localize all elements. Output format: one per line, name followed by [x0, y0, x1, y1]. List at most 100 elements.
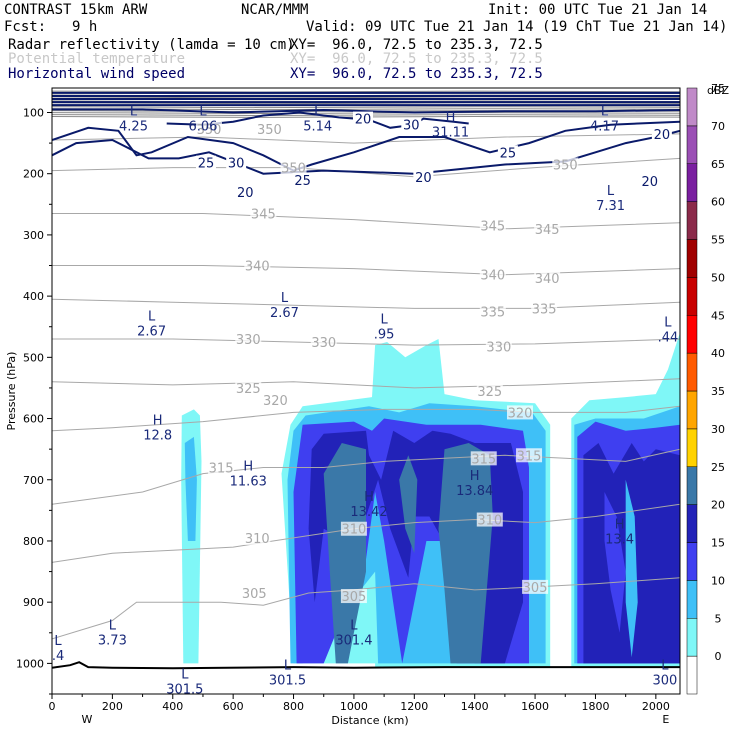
- low-marker: L: [109, 619, 117, 634]
- wind-label: 25: [294, 174, 311, 189]
- wind-label-bg: [226, 155, 247, 170]
- x-tick-label: 0: [49, 700, 56, 713]
- wind-label-bg: [401, 117, 422, 132]
- wind-label: 20: [654, 128, 671, 143]
- theta-label: 315: [209, 462, 234, 477]
- terrain-line: [52, 661, 680, 670]
- theta-335: [52, 298, 680, 309]
- theta-355: [52, 133, 680, 144]
- x-tick-label: 1200: [400, 700, 428, 713]
- theta-label: 310: [342, 523, 367, 538]
- colorbar-segment: [686, 542, 698, 581]
- low-marker: L: [380, 313, 388, 328]
- extremum-value: 301.5: [269, 674, 306, 689]
- theta-label-bg: [256, 122, 283, 137]
- theta-label-bg: [506, 405, 533, 420]
- theta-label-bg: [250, 206, 277, 221]
- extremum-value: .95: [374, 328, 395, 343]
- low-marker: L: [54, 634, 62, 649]
- y-tick-label: 600: [23, 413, 44, 426]
- low-marker: L: [350, 619, 358, 634]
- refl-15-east-hole: [604, 492, 626, 633]
- colorbar-unit: dBZ: [707, 84, 730, 97]
- field1-name: Radar reflectivity (lamda = 10 cm): [8, 37, 295, 53]
- wind-label: 20: [237, 186, 254, 201]
- x-tick-label: 1600: [521, 700, 549, 713]
- theta-label: 345: [535, 223, 560, 238]
- extremum-value: 301.4: [335, 634, 372, 649]
- colorbar-segment: [686, 239, 698, 278]
- y-tick-label: 200: [23, 168, 44, 181]
- low-marker: L: [281, 291, 289, 306]
- wind-label: 20: [415, 171, 432, 186]
- theta-330: [52, 338, 680, 346]
- theta-label: 335: [480, 305, 505, 320]
- theta-label: 340: [535, 272, 560, 287]
- wind-label: 25: [198, 157, 215, 172]
- fcst-label: Fcst:: [4, 19, 47, 35]
- extremum-value: 301.5: [166, 683, 203, 698]
- theta-label: 350: [257, 123, 282, 138]
- theta-315: [52, 448, 680, 505]
- theta-label-bg: [340, 521, 367, 536]
- theta-label-bg: [534, 270, 561, 285]
- theta-label: 330: [311, 336, 336, 351]
- wind-20: [52, 129, 680, 175]
- x-end-label-west: W: [82, 713, 93, 726]
- theta-325: [52, 378, 680, 389]
- refl-25-main: [323, 443, 366, 664]
- wind-label-bg: [639, 174, 660, 189]
- y-tick-label: 800: [23, 535, 44, 548]
- theta-label: 320: [263, 394, 288, 409]
- theta-label-bg: [280, 160, 307, 175]
- init-time: Init: 00 UTC Tue 21 Jan 14: [488, 2, 708, 18]
- colorbar-label: 15: [711, 537, 725, 550]
- colorbar-segment: [686, 352, 698, 392]
- wind-label-bg: [497, 145, 518, 160]
- extremum-value: 4.25: [119, 120, 148, 135]
- extremum-value: 2.67: [137, 325, 166, 340]
- low-marker: L: [130, 105, 138, 120]
- theta-label-bg: [340, 589, 367, 604]
- high-marker: H: [364, 490, 374, 505]
- ground-line: [52, 661, 680, 670]
- theta-label: 340: [480, 269, 505, 284]
- refl-25-main3: [399, 455, 418, 554]
- colorbar-segment: [686, 277, 698, 316]
- theta-label: 350: [197, 123, 222, 138]
- theta-label: 330: [236, 333, 261, 348]
- colorbar-label: 20: [711, 499, 725, 512]
- extremum-value: 5.14: [303, 120, 332, 135]
- theta-label: 310: [477, 514, 502, 529]
- theta-label-bg: [244, 258, 271, 273]
- colorbar-label: 5: [715, 612, 722, 625]
- high-marker: H: [615, 518, 625, 533]
- colorbar-label: 30: [711, 423, 725, 436]
- x-tick-label: 1800: [581, 700, 609, 713]
- refl-25-main2: [438, 443, 493, 664]
- theta-upper-line: [52, 90, 680, 93]
- theta-label: 335: [532, 302, 557, 317]
- theta-label: 340: [245, 260, 270, 275]
- y-tick-label: 100: [23, 106, 44, 119]
- wind-20-top: [52, 108, 680, 114]
- low-marker: L: [148, 310, 156, 325]
- theta-label-bg: [485, 339, 512, 354]
- reflectivity-fill: [181, 332, 680, 667]
- high-marker: H: [470, 469, 480, 484]
- theta-label: 310: [245, 532, 270, 547]
- high-marker: H: [446, 111, 456, 126]
- colorbar-label: 25: [711, 461, 725, 474]
- low-marker: L: [199, 105, 207, 120]
- plot-frame: [51, 87, 681, 695]
- extremum-value: 13.42: [350, 505, 387, 520]
- axes: 0 200 400 600 800 1000 1200 1400 1600 1800 2000 W E 1…: [16, 106, 670, 726]
- theta-label-bg: [479, 304, 506, 319]
- colorbar-segment: [686, 315, 698, 354]
- colorbar-segment: [686, 466, 698, 505]
- colorbar-label: 0: [715, 650, 722, 663]
- colorbar-label: 50: [711, 271, 725, 284]
- theta-label: 315: [471, 452, 496, 467]
